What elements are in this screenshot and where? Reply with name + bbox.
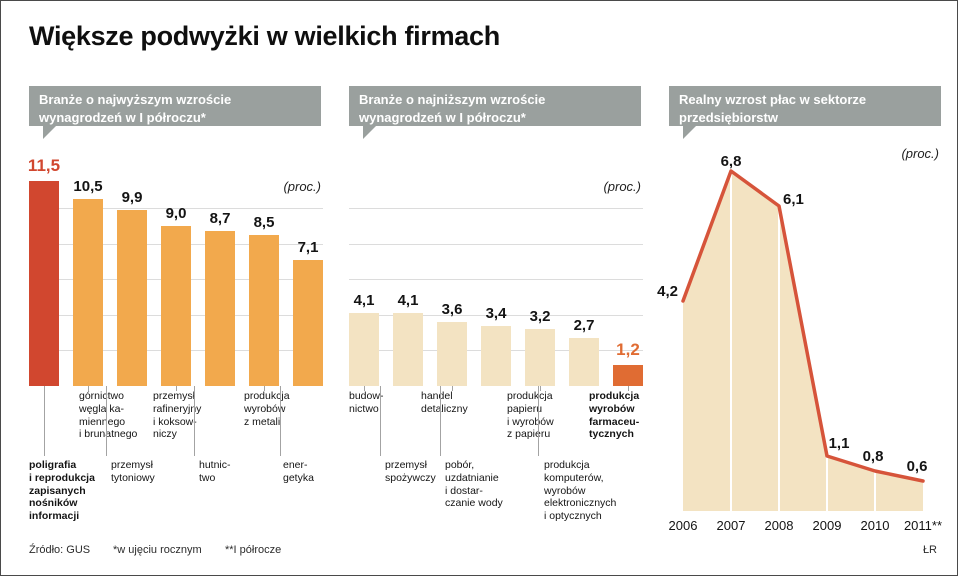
- bar: [161, 225, 191, 386]
- bar: [393, 313, 423, 386]
- leader-line: [280, 386, 281, 456]
- grid-line: [349, 314, 643, 316]
- bar-category-label: górnictwo węgla ka- miennego i brunatneg…: [79, 390, 138, 441]
- point-value-label: 0,6: [906, 458, 928, 475]
- bar-category-label: budow- nictwo: [349, 390, 384, 415]
- bar-value-label: 10,5: [73, 178, 103, 196]
- bar: [73, 199, 103, 386]
- bar-value-label: 11,5: [27, 156, 61, 176]
- credit-label: ŁR: [922, 544, 937, 556]
- unit-label-lowest: (proc.): [603, 179, 641, 194]
- leader-line: [380, 386, 381, 456]
- leader-line: [106, 386, 107, 456]
- bar-category-label: handel detaliczny: [421, 390, 468, 415]
- bar-category-label: przemysł spożywczy: [385, 459, 436, 484]
- footnote-half-year: **I półrocze: [225, 544, 282, 556]
- point-value-label: 1,1: [828, 435, 850, 452]
- year-label: 2008: [764, 518, 794, 533]
- leader-line: [452, 386, 453, 391]
- bar: [613, 364, 643, 386]
- bar-category-label: hutnic- two: [199, 459, 231, 484]
- leader-line: [628, 386, 629, 391]
- bar: [525, 329, 555, 386]
- chart-highest-header-badge: Branże o najwyższym wzroście wynagrodzeń…: [29, 86, 321, 126]
- year-label: 2007: [716, 518, 746, 533]
- chart-real-growth-title: Realny wzrost płac w sektorze przedsiębi…: [679, 92, 867, 125]
- chart-lowest-title: Branże o najniższym wzroście wynagrodzeń…: [359, 92, 546, 125]
- unit-label-highest: (proc.): [283, 179, 321, 194]
- point-value-label: 4,2: [657, 283, 678, 300]
- bar-category-label: produkcja wyrobów farmaceu- tycznych: [589, 390, 640, 441]
- badge-tail-icon: [683, 126, 696, 139]
- leader-line: [538, 386, 539, 456]
- bar-category-label: ener- getyka: [283, 459, 314, 484]
- bar-value-label: 9,9: [121, 188, 143, 206]
- year-label: 2006: [668, 518, 698, 533]
- badge-tail-icon: [43, 126, 56, 139]
- grid-line: [349, 208, 643, 209]
- year-label: 2010: [860, 518, 890, 533]
- chart-lowest-header-badge: Branże o najniższym wzroście wynagrodzeń…: [349, 86, 641, 126]
- bar-category-label: produkcja papieru i wyrobów z papieru: [507, 390, 554, 441]
- bar: [293, 259, 323, 386]
- year-label: 2011**: [903, 518, 943, 533]
- bar: [481, 325, 511, 386]
- bar: [249, 234, 279, 386]
- wage-growth-area-chart: [681, 169, 925, 511]
- source-label: Źródło: GUS: [29, 544, 91, 556]
- year-label: 2009: [812, 518, 842, 533]
- leader-line: [44, 386, 45, 456]
- bar-category-label: pobór, uzdatnianie i dostar- czanie wody: [445, 459, 503, 510]
- point-value-label: 0,8: [862, 448, 884, 465]
- chart-real-growth-header-badge: Realny wzrost płac w sektorze przedsiębi…: [669, 86, 941, 126]
- bar: [117, 209, 147, 386]
- bar-value-label: 3,6: [441, 300, 463, 318]
- bar: [349, 313, 379, 386]
- bar: [437, 321, 467, 386]
- point-value-label: 6,8: [720, 153, 742, 170]
- unit-label-real-growth: (proc.): [901, 146, 939, 161]
- chart-highest-title: Branże o najwyższym wzroście wynagrodzeń…: [39, 92, 232, 125]
- bar-value-label: 8,5: [253, 213, 275, 231]
- leader-line: [364, 386, 365, 391]
- leader-line: [88, 386, 89, 391]
- bar-value-label: 4,1: [353, 292, 375, 309]
- bar-category-label: poligrafia i reprodukcja zapisanych nośn…: [29, 459, 95, 523]
- bar-category-label: produkcja wyrobów z metali: [244, 390, 290, 428]
- bar-category-label: przemysł tytoniowy: [111, 459, 155, 484]
- bar: [205, 231, 235, 386]
- bar-value-label: 1,2: [616, 339, 640, 359]
- point-value-label: 6,1: [783, 191, 804, 208]
- bar-value-label: 8,7: [209, 210, 231, 228]
- leader-line: [264, 386, 265, 391]
- bar: [569, 337, 599, 386]
- leader-line: [540, 386, 541, 391]
- leader-line: [176, 386, 177, 391]
- page-title: Większe podwyżki w wielkich firmach: [29, 21, 500, 51]
- area-fill: [683, 171, 923, 511]
- bar-value-label: 7,1: [297, 238, 319, 256]
- grid-line: [29, 208, 323, 209]
- badge-tail-icon: [363, 126, 376, 139]
- leader-line: [194, 386, 195, 456]
- bar-value-label: 3,2: [529, 308, 551, 325]
- grid-line: [349, 279, 643, 281]
- trend-line: [681, 169, 925, 483]
- bar-category-label: produkcja komputerów, wyrobów elektronic…: [544, 459, 617, 523]
- grid-line: [349, 243, 643, 245]
- bar: [29, 181, 59, 386]
- bar-value-label: 4,1: [397, 292, 419, 309]
- footnote-yearly: *w ujęciu rocznym: [113, 544, 202, 556]
- bar-value-label: 3,4: [485, 304, 507, 322]
- bar-value-label: 2,7: [573, 316, 595, 334]
- bar-value-label: 9,0: [165, 204, 187, 222]
- leader-line: [440, 386, 441, 456]
- bar-category-label: przemysł rafineryjny i koksow- niczy: [153, 390, 202, 441]
